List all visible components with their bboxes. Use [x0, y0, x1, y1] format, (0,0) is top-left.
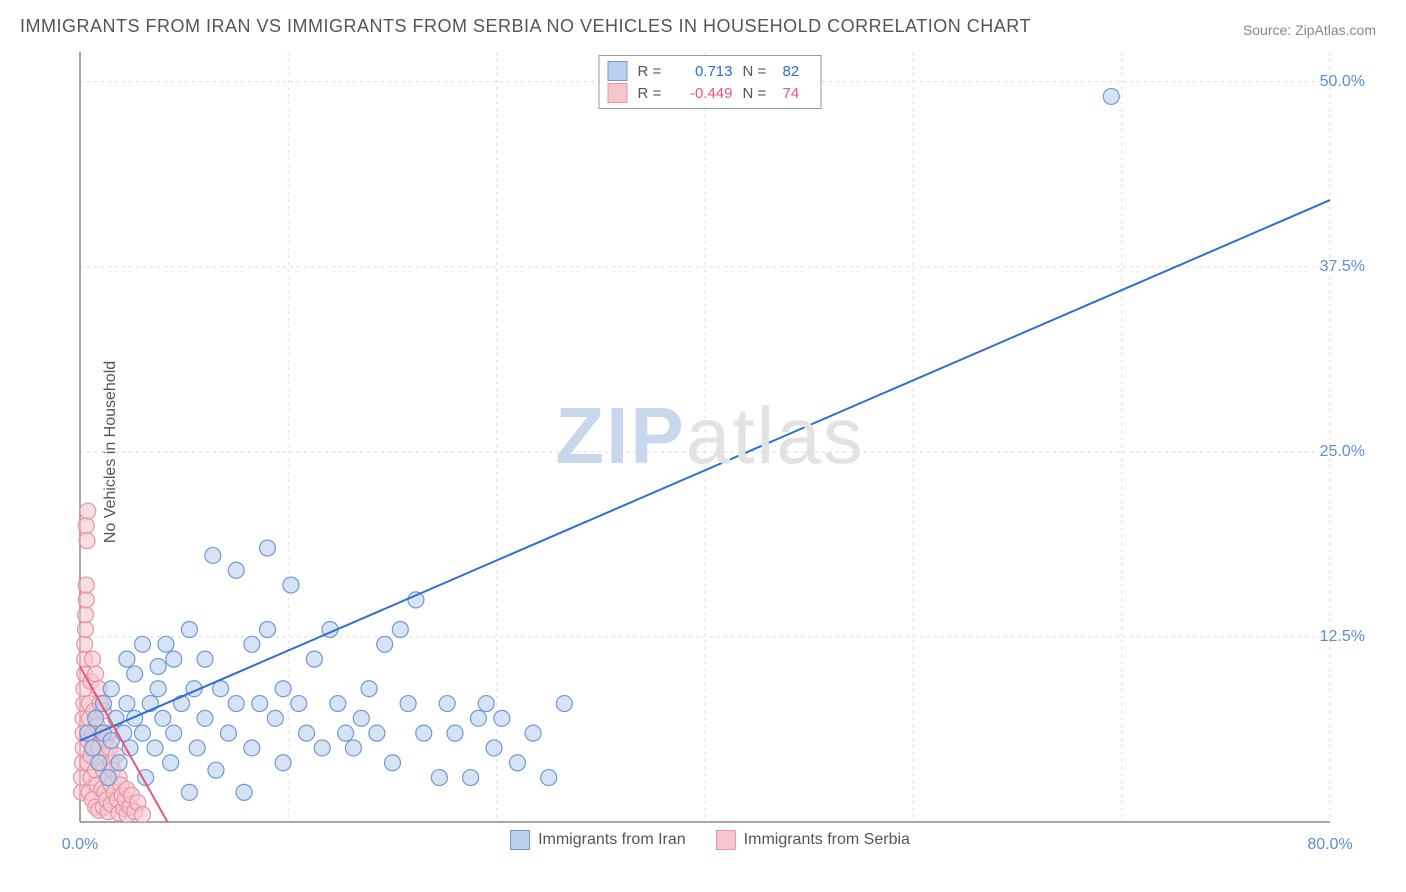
r-label: R =	[638, 63, 668, 80]
r-label: R =	[638, 85, 668, 102]
legend-label-iran: Immigrants from Iran	[538, 831, 686, 849]
y-tick-label: 12.5%	[1320, 628, 1365, 646]
y-tick-label: 25.0%	[1320, 443, 1365, 461]
series-legend: Immigrants from Iran Immigrants from Ser…	[510, 830, 910, 850]
legend-item-iran: Immigrants from Iran	[510, 830, 686, 850]
y-tick-label: 50.0%	[1320, 73, 1365, 91]
chart-title: IMMIGRANTS FROM IRAN VS IMMIGRANTS FROM …	[20, 16, 1031, 37]
x-tick-label: 80.0%	[1307, 836, 1352, 854]
r-value-serbia: -0.449	[678, 85, 733, 102]
legend-row-iran: R = 0.713 N = 82	[608, 60, 813, 82]
legend-label-serbia: Immigrants from Serbia	[744, 831, 910, 849]
correlation-legend: R = 0.713 N = 82 R = -0.449 N = 74	[599, 55, 822, 109]
n-label: N =	[743, 85, 773, 102]
r-value-iran: 0.713	[678, 63, 733, 80]
n-value-iran: 82	[783, 63, 813, 80]
scatter-plot-svg	[50, 52, 1370, 852]
source-link[interactable]: ZipAtlas.com	[1295, 22, 1376, 38]
x-tick-label: 0.0%	[62, 836, 98, 854]
legend-item-serbia: Immigrants from Serbia	[716, 830, 910, 850]
n-value-serbia: 74	[783, 85, 813, 102]
swatch-iran	[608, 61, 628, 81]
source-attribution: Source: ZipAtlas.com	[1243, 22, 1376, 38]
swatch-serbia	[608, 83, 628, 103]
swatch-serbia-icon	[716, 830, 736, 850]
y-tick-label: 37.5%	[1320, 258, 1365, 276]
source-prefix: Source:	[1243, 22, 1295, 38]
swatch-iran-icon	[510, 830, 530, 850]
legend-row-serbia: R = -0.449 N = 74	[608, 82, 813, 104]
y-axis-label: No Vehicles in Household	[102, 361, 120, 543]
n-label: N =	[743, 63, 773, 80]
chart-area: No Vehicles in Household ZIPatlas 12.5%2…	[50, 52, 1370, 852]
